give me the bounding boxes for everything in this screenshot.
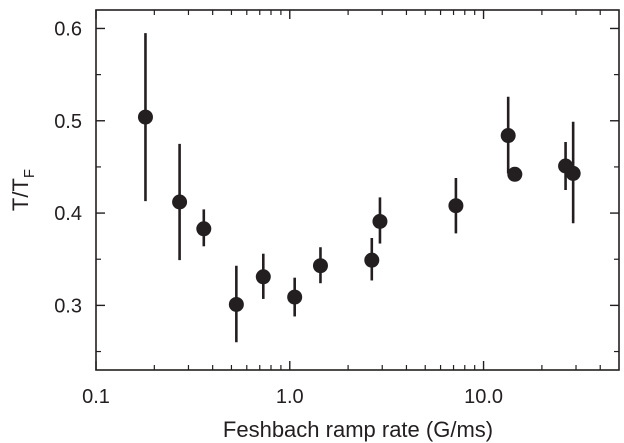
y-tick-label: 0.4	[54, 203, 82, 225]
data-point	[172, 194, 188, 210]
data-point	[196, 221, 212, 237]
x-axis-label: Feshbach ramp rate (G/ms)	[223, 417, 493, 442]
y-tick-label: 0.3	[54, 295, 82, 317]
data-point	[448, 198, 464, 214]
data-point	[312, 258, 328, 274]
data-point	[255, 269, 271, 285]
y-axis-label-main: T/T	[8, 178, 33, 211]
x-tick-label: 10.0	[464, 386, 503, 408]
axis-ticks	[95, 10, 619, 370]
data-point	[287, 289, 303, 305]
plot-frame	[95, 9, 620, 371]
data-point	[507, 166, 523, 182]
y-axis-label-subscript: F	[21, 169, 38, 178]
data-point	[364, 252, 380, 268]
data-point	[228, 296, 244, 312]
data-point	[372, 213, 388, 229]
error-bars	[144, 33, 575, 343]
x-tick-label: 1.0	[276, 386, 304, 408]
data-point	[500, 128, 516, 144]
data-point	[565, 165, 581, 181]
data-point	[137, 109, 153, 125]
svg-text:T/TF: T/TF	[8, 169, 38, 211]
data-markers	[137, 109, 581, 312]
y-axis-label: T/TF	[8, 169, 38, 211]
y-tick-label: 0.5	[54, 111, 82, 133]
y-tick-label: 0.6	[54, 18, 82, 40]
x-tick-label: 0.1	[82, 386, 110, 408]
tick-labels: 0.1 1.0 10.0 0.3 0.4 0.5 0.6	[54, 18, 503, 408]
